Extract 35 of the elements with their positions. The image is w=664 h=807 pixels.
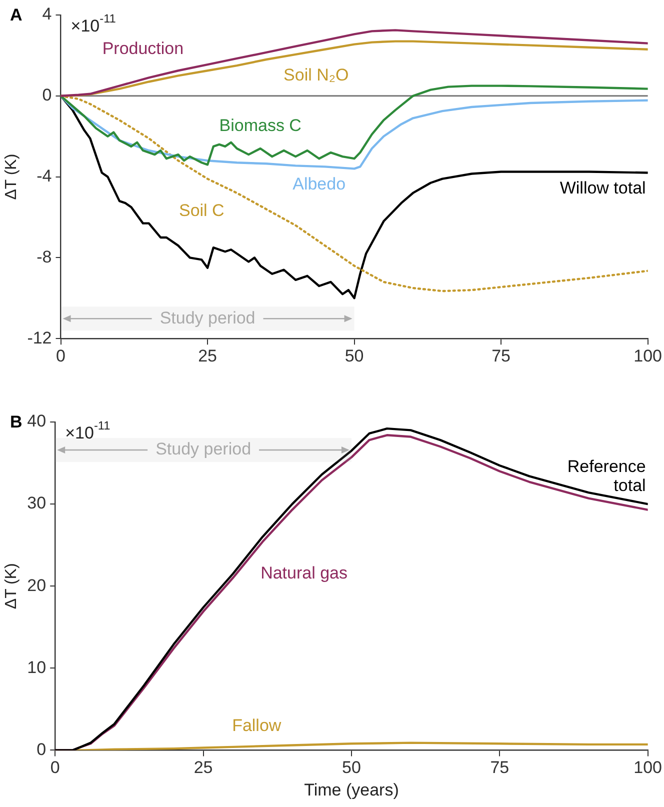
y-tick-label: -8	[36, 247, 52, 266]
series-label: Willow total	[560, 178, 646, 198]
y-tick-label: 0	[42, 86, 52, 105]
x-tick-label: 100	[634, 346, 662, 366]
x-tick-label: 50	[344, 346, 364, 366]
y-tick-label: -4	[36, 166, 52, 186]
series-label: Reference total	[567, 456, 646, 495]
series-label: Biomass C	[219, 116, 302, 135]
y-axis-title: ΔT (K)	[3, 563, 20, 610]
x-tick-label: 75	[492, 346, 511, 366]
series-label: Soil C	[178, 200, 224, 220]
y-tick-label: 0	[36, 740, 46, 759]
x-tick-label: 25	[194, 758, 213, 778]
y-tick-label: 10	[27, 658, 46, 677]
band-label: Study period	[156, 440, 252, 459]
x-axis-title: Time (years)	[304, 780, 399, 800]
y-axis-title: ΔT (K)	[3, 154, 20, 200]
chart-title: B	[10, 412, 22, 432]
y-tick-label: -12	[27, 328, 52, 348]
x-tick-label: 100	[634, 758, 662, 778]
chart-title: A	[10, 6, 22, 25]
series-label: Albedo	[292, 174, 346, 194]
x-tick-label: 0	[56, 346, 66, 366]
y-tick-label: 40	[27, 412, 46, 431]
y-tick-label: 20	[27, 576, 46, 595]
y-tick-label: 4	[42, 4, 52, 24]
x-tick-label: 75	[490, 758, 510, 778]
series-label: Soil N₂O	[284, 65, 349, 84]
y-tick-label: 30	[27, 494, 46, 513]
series-label: Natural gas	[260, 563, 348, 582]
x-tick-label: 25	[198, 346, 217, 366]
x-tick-label: 50	[342, 758, 361, 778]
series-label: Fallow	[232, 716, 282, 736]
band-label: Study period	[160, 308, 256, 328]
series-label: Production	[102, 39, 184, 58]
